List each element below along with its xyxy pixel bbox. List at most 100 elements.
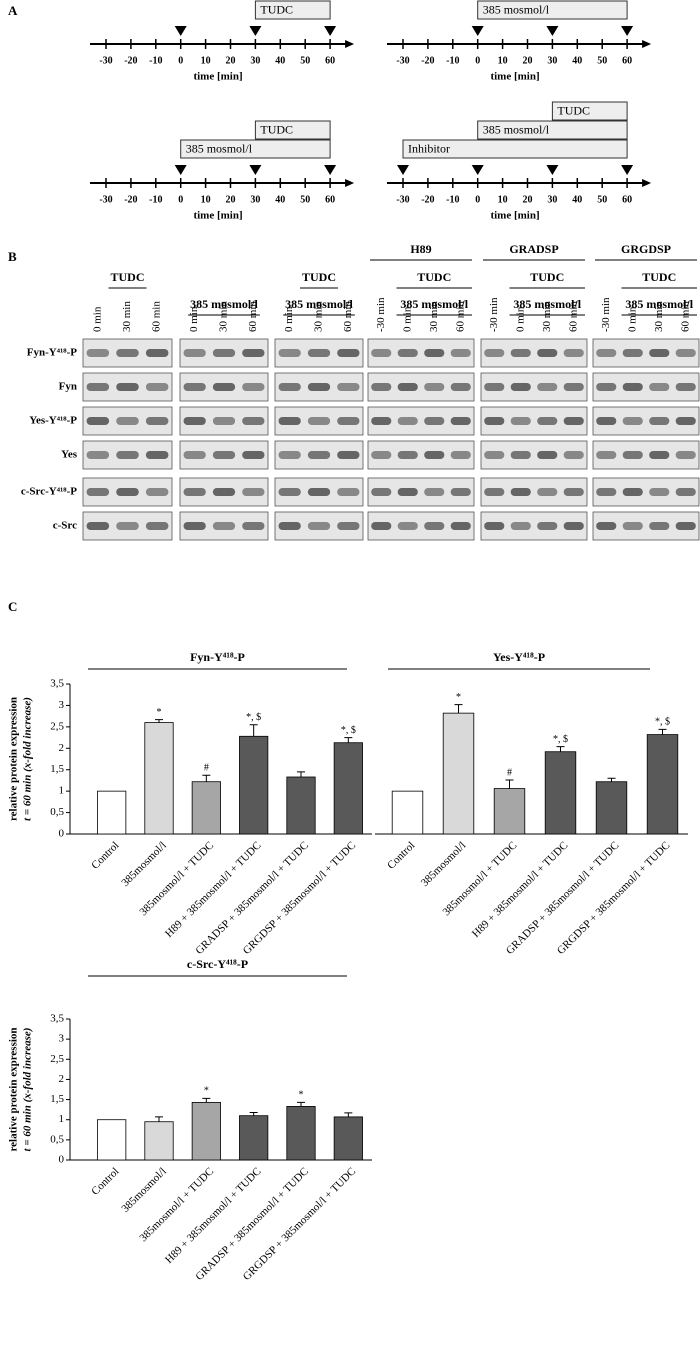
time-marker <box>471 165 484 175</box>
tick-label: 30 <box>250 194 260 205</box>
bar <box>191 781 221 835</box>
blot-band <box>145 417 169 425</box>
group-label: GRGDSP <box>621 242 671 256</box>
tick-label: 60 <box>325 194 335 205</box>
blot-band <box>484 383 505 391</box>
blot-band <box>86 522 110 530</box>
blot-band <box>183 349 206 357</box>
lane-label: -30 min <box>375 297 387 332</box>
blot-band <box>278 383 301 391</box>
blot-band <box>86 451 110 459</box>
blot-band <box>596 417 617 425</box>
blot-band <box>307 383 331 391</box>
significance: * <box>204 1086 209 1097</box>
panel-label: A <box>8 3 18 18</box>
blot-band <box>450 522 471 530</box>
error-bar <box>556 746 565 752</box>
blot-band <box>622 383 643 391</box>
treatment-label: TUDC <box>260 122 293 136</box>
x-tick-label: 385mosmol/l <box>419 839 469 889</box>
blot-band <box>116 451 139 459</box>
blot-band <box>278 417 301 425</box>
significance: # <box>507 767 512 778</box>
treatment-box <box>402 139 628 159</box>
time-marker <box>324 165 337 175</box>
blot-band <box>563 417 584 425</box>
blot-band <box>212 383 236 391</box>
blot-band <box>450 417 471 425</box>
blot-band <box>510 451 531 459</box>
error-bar <box>202 1097 211 1103</box>
blot-band <box>183 451 206 459</box>
treatment-label: 385 mosmol/l <box>483 2 550 16</box>
lane-label: 30 min <box>653 301 665 332</box>
treatment-label: TUDC <box>260 2 293 16</box>
tick-label: -10 <box>149 55 162 66</box>
lane-label: -30 min <box>600 297 612 332</box>
blot-band <box>183 488 206 496</box>
tick-label: 60 <box>622 55 632 66</box>
bar <box>646 734 679 835</box>
treatment-label: Inhibitor <box>408 141 450 155</box>
blot-band <box>484 451 505 459</box>
blot-band <box>86 349 110 357</box>
blot-band <box>484 349 505 357</box>
tick-label: -30 <box>396 194 409 205</box>
row-label: Fyn-Y⁴¹⁸-P <box>27 347 78 359</box>
row-label: Yes-Y⁴¹⁸-P <box>29 415 77 427</box>
blot-band <box>649 383 670 391</box>
y-tick-label: 3 <box>59 1033 65 1045</box>
time-marker <box>621 165 634 175</box>
bar <box>493 788 526 835</box>
y-tick-label: 0 <box>59 828 65 840</box>
blot-band <box>116 522 139 530</box>
tick-label: -20 <box>124 55 137 66</box>
blot-band <box>424 451 445 459</box>
treatment-label: 385 mosmol/l <box>483 122 550 136</box>
tick-label: 20 <box>226 55 236 66</box>
axis-label: time [min] <box>193 210 242 222</box>
bar <box>391 790 424 835</box>
y-axis-label: relative protein expression <box>8 697 20 821</box>
blot-band <box>484 417 505 425</box>
blot-band <box>510 522 531 530</box>
blot-band <box>307 417 331 425</box>
blot-band <box>212 451 236 459</box>
blot-band <box>649 417 670 425</box>
y-tick-label: 1,5 <box>50 1093 64 1105</box>
blot-band <box>537 488 558 496</box>
tick-label: 50 <box>300 194 310 205</box>
x-tick-label: Control <box>385 839 417 871</box>
x-tick-label: 385mosmol/l <box>119 839 169 889</box>
blot-band <box>675 488 696 496</box>
y-axis-label: t = 60 min (x-fold increase) <box>22 697 34 821</box>
tick-label: 0 <box>475 55 480 66</box>
y-tick-label: 1,5 <box>50 763 64 775</box>
time-marker <box>174 26 187 36</box>
tick-label: -20 <box>421 194 434 205</box>
group-label: 385 mosmol/l <box>285 297 353 311</box>
blot-band <box>371 417 392 425</box>
blot-band <box>337 383 360 391</box>
blot-band <box>424 383 445 391</box>
blot-band <box>212 488 236 496</box>
blot-band <box>484 488 505 496</box>
blot-band <box>337 349 360 357</box>
lane-label: 30 min <box>121 301 133 332</box>
lane-label: 60 min <box>151 301 163 332</box>
blot-band <box>242 383 265 391</box>
time-marker <box>546 26 559 36</box>
blot-band <box>371 522 392 530</box>
y-tick-label: 2 <box>59 742 65 754</box>
blot-band <box>563 349 584 357</box>
axis-label: time [min] <box>490 210 539 222</box>
treatment-label: 385 mosmol/l <box>186 141 253 155</box>
tick-label: 10 <box>201 55 211 66</box>
blot-band <box>622 522 643 530</box>
tick-label: 40 <box>572 55 582 66</box>
bar <box>595 781 628 835</box>
y-tick-label: 0,5 <box>50 1133 64 1145</box>
x-tick-label: GRGDSP + 385mosmol/l + TUDC <box>555 839 673 957</box>
row-label: Fyn <box>59 381 77 393</box>
